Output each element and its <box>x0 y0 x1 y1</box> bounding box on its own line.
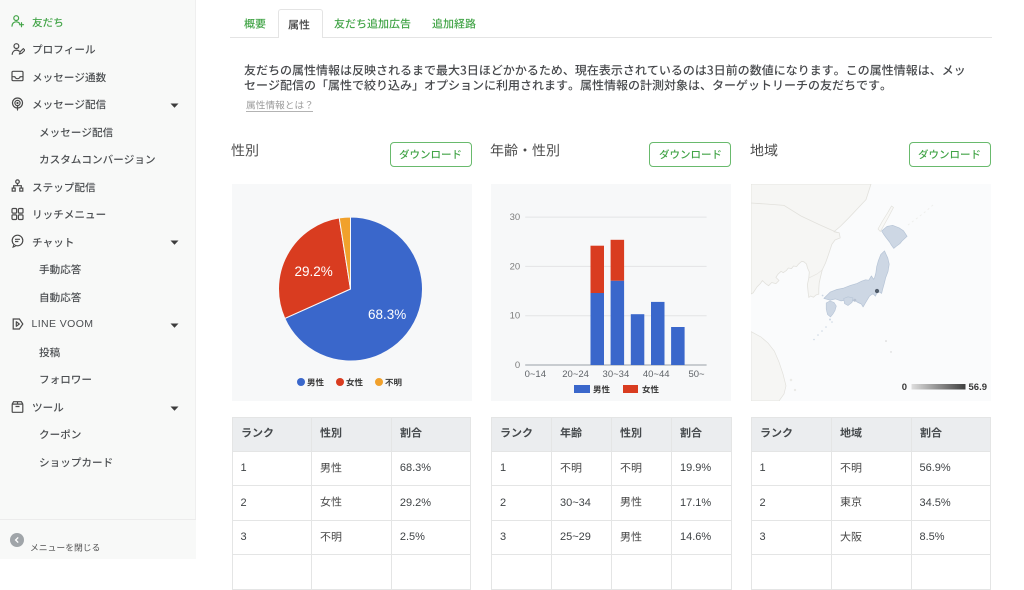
svg-text:50~: 50~ <box>688 369 705 380</box>
svg-text:40~44: 40~44 <box>643 369 670 380</box>
svg-text:0: 0 <box>901 382 906 393</box>
svg-text:20~24: 20~24 <box>562 369 589 380</box>
svg-text:30~34: 30~34 <box>603 369 630 380</box>
svg-text:0~14: 0~14 <box>525 369 546 380</box>
svg-text:0: 0 <box>515 360 520 371</box>
svg-text:30: 30 <box>510 212 521 223</box>
svg-text:56.9: 56.9 <box>968 382 987 393</box>
svg-text:10: 10 <box>510 311 521 322</box>
svg-text:20: 20 <box>510 261 521 272</box>
